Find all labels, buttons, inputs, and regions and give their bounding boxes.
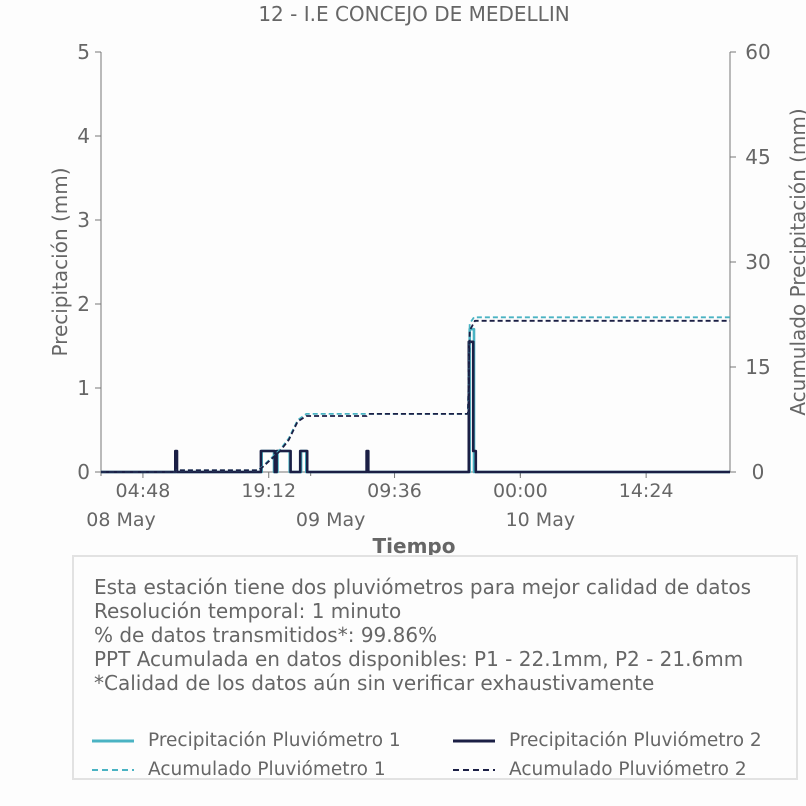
series-line-2 xyxy=(101,340,730,474)
info-line-resolution: Resolución temporal: 1 minuto xyxy=(94,599,402,623)
rainfall-chart: 12 - I.E CONCEJO DE MEDELLIN 01234501530… xyxy=(48,2,806,558)
series-line-1 xyxy=(101,327,730,474)
info-line-transmitted: % de datos transmitidos*: 99.86% xyxy=(94,623,438,647)
legend-item-precip-1: Precipitación Pluviómetro 1 xyxy=(92,730,401,751)
series-line-3 xyxy=(101,316,730,473)
chart-title: 12 - I.E CONCEJO DE MEDELLIN xyxy=(258,2,569,26)
info-box: Esta estación tiene dos pluviómetros par… xyxy=(72,555,798,780)
y-tick-label-right: 45 xyxy=(745,145,770,169)
y-axis-label-right: Acumulado Precipitación (mm) xyxy=(786,108,806,415)
info-line-quality-note: *Calidad de los datos aún sin verificar … xyxy=(94,671,655,695)
legend-swatch-acum-2 xyxy=(453,768,495,771)
x-axis-label: Tiempo xyxy=(373,534,456,558)
y-tick-label-left: 2 xyxy=(77,292,90,316)
y-tick-label-right: 0 xyxy=(752,460,765,484)
y-tick-label-left: 3 xyxy=(77,208,90,232)
x-tick-label: 14:24 xyxy=(619,480,674,502)
y-tick-label-left: 0 xyxy=(77,460,90,484)
legend-label-precip-2: Precipitación Pluviómetro 2 xyxy=(509,730,762,751)
x-tick-label: 19:12 xyxy=(241,480,296,502)
y-tick-label-left: 5 xyxy=(77,40,90,64)
y-tick-label-right: 60 xyxy=(745,40,770,64)
legend-label-acum-1: Acumulado Pluviómetro 1 xyxy=(148,759,386,780)
legend-item-precip-2: Precipitación Pluviómetro 2 xyxy=(453,730,762,751)
info-line-stations: Esta estación tiene dos pluviómetros par… xyxy=(94,575,752,599)
legend-swatch-acum-1 xyxy=(92,768,134,771)
legend-swatch-precip-2 xyxy=(453,739,495,742)
x-tick-label: 09:36 xyxy=(367,480,422,502)
y-tick-label-left: 1 xyxy=(77,376,90,400)
legend-label-acum-2: Acumulado Pluviómetro 2 xyxy=(509,759,747,780)
info-line-accumulated: PPT Acumulada en datos disponibles: P1 -… xyxy=(94,647,744,671)
y-tick-label-right: 15 xyxy=(745,355,770,379)
legend-label-precip-1: Precipitación Pluviómetro 1 xyxy=(148,730,401,751)
series-line-4 xyxy=(101,319,730,473)
y-tick-label-right: 30 xyxy=(745,250,770,274)
x-tick-label: 00:00 xyxy=(493,480,548,502)
x-tick-label: 04:48 xyxy=(116,480,171,502)
legend-item-acum-2: Acumulado Pluviómetro 2 xyxy=(453,759,747,780)
legend-item-acum-1: Acumulado Pluviómetro 1 xyxy=(92,759,386,780)
y-tick-label-left: 4 xyxy=(77,124,90,148)
legend-swatch-precip-1 xyxy=(92,739,134,742)
x-date-label: 08 May xyxy=(86,509,156,531)
x-date-label: 10 May xyxy=(506,509,576,531)
x-date-label: 09 May xyxy=(296,509,366,531)
y-axis-label-left: Precipitación (mm) xyxy=(48,167,72,356)
